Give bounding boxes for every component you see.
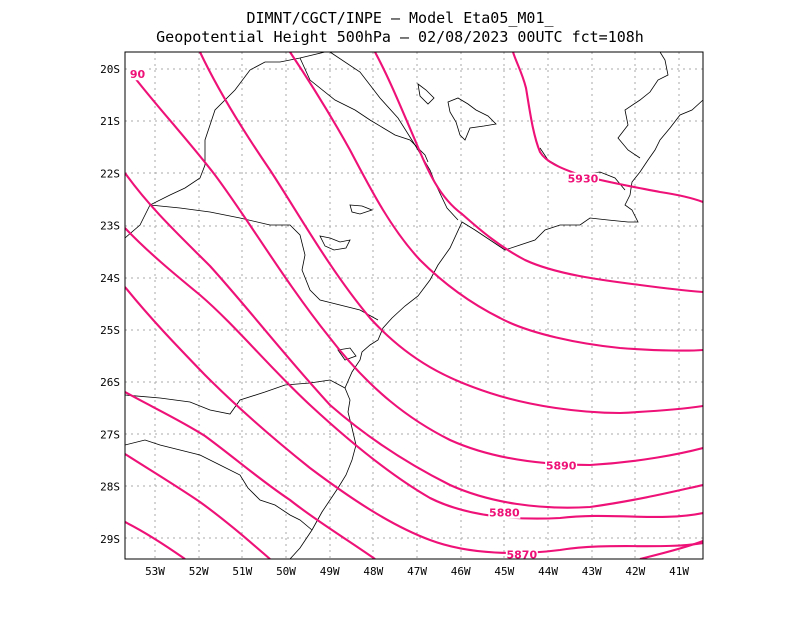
contour-label: 5930 <box>568 173 599 186</box>
contour-label-bg <box>488 506 521 519</box>
lat-tick-label: 25S <box>100 324 120 337</box>
contour-label-bg <box>128 68 147 81</box>
latitude-axis: 20S 21S 22S 23S 24S 25S 26S 27S 28S 29S <box>100 63 120 546</box>
lat-tick-label: 22S <box>100 167 120 180</box>
lon-tick-label: 41W <box>669 565 689 578</box>
lat-tick-label: 28S <box>100 481 120 494</box>
lon-tick-label: 47W <box>407 565 427 578</box>
contour-label-bg <box>566 172 599 185</box>
plot-frame <box>124 51 704 560</box>
lon-tick-label: 49W <box>320 565 340 578</box>
lon-tick-label: 44W <box>538 565 558 578</box>
longitude-axis: 53W 52W 51W 50W 49W 48W 47W 46W 45W 44W 43W 42W 41W <box>145 565 689 578</box>
contour-label-bg <box>505 548 538 559</box>
lat-tick-label: 29S <box>100 533 120 546</box>
lat-tick-label: 21S <box>100 115 120 128</box>
lon-tick-label: 46W <box>451 565 471 578</box>
lon-tick-label: 52W <box>189 565 209 578</box>
lat-tick-label: 27S <box>100 428 120 441</box>
geopotential-height-contours <box>125 52 703 559</box>
lon-tick-label: 53W <box>145 565 165 578</box>
state-borders-and-coastline <box>125 52 703 559</box>
lon-tick-label: 45W <box>494 565 514 578</box>
contour-label: 5890 <box>546 460 577 473</box>
lat-tick-label: 26S <box>100 376 120 389</box>
lat-tick-label: 20S <box>100 63 120 76</box>
contour-label: 5880 <box>489 507 520 520</box>
lon-tick-label: 43W <box>582 565 602 578</box>
contour-label: 90 <box>130 68 146 81</box>
lon-tick-label: 50W <box>276 565 296 578</box>
lat-tick-label: 23S <box>100 220 120 233</box>
lon-tick-label: 51W <box>232 565 252 578</box>
lon-tick-label: 42W <box>625 565 645 578</box>
contour-labels: 5930 5890 5880 5870 90 <box>128 68 599 561</box>
chart-title: DIMNT/CGCT/INPE – Model Eta05_M01_ <box>246 9 554 27</box>
graticule <box>125 52 703 559</box>
lat-tick-label: 24S <box>100 272 120 285</box>
chart-subtitle: Geopotential Height 500hPa – 02/08/2023 … <box>156 28 644 46</box>
contour-label-bg <box>545 459 578 472</box>
contour-label: 5870 <box>507 548 538 561</box>
lon-tick-label: 48W <box>363 565 383 578</box>
